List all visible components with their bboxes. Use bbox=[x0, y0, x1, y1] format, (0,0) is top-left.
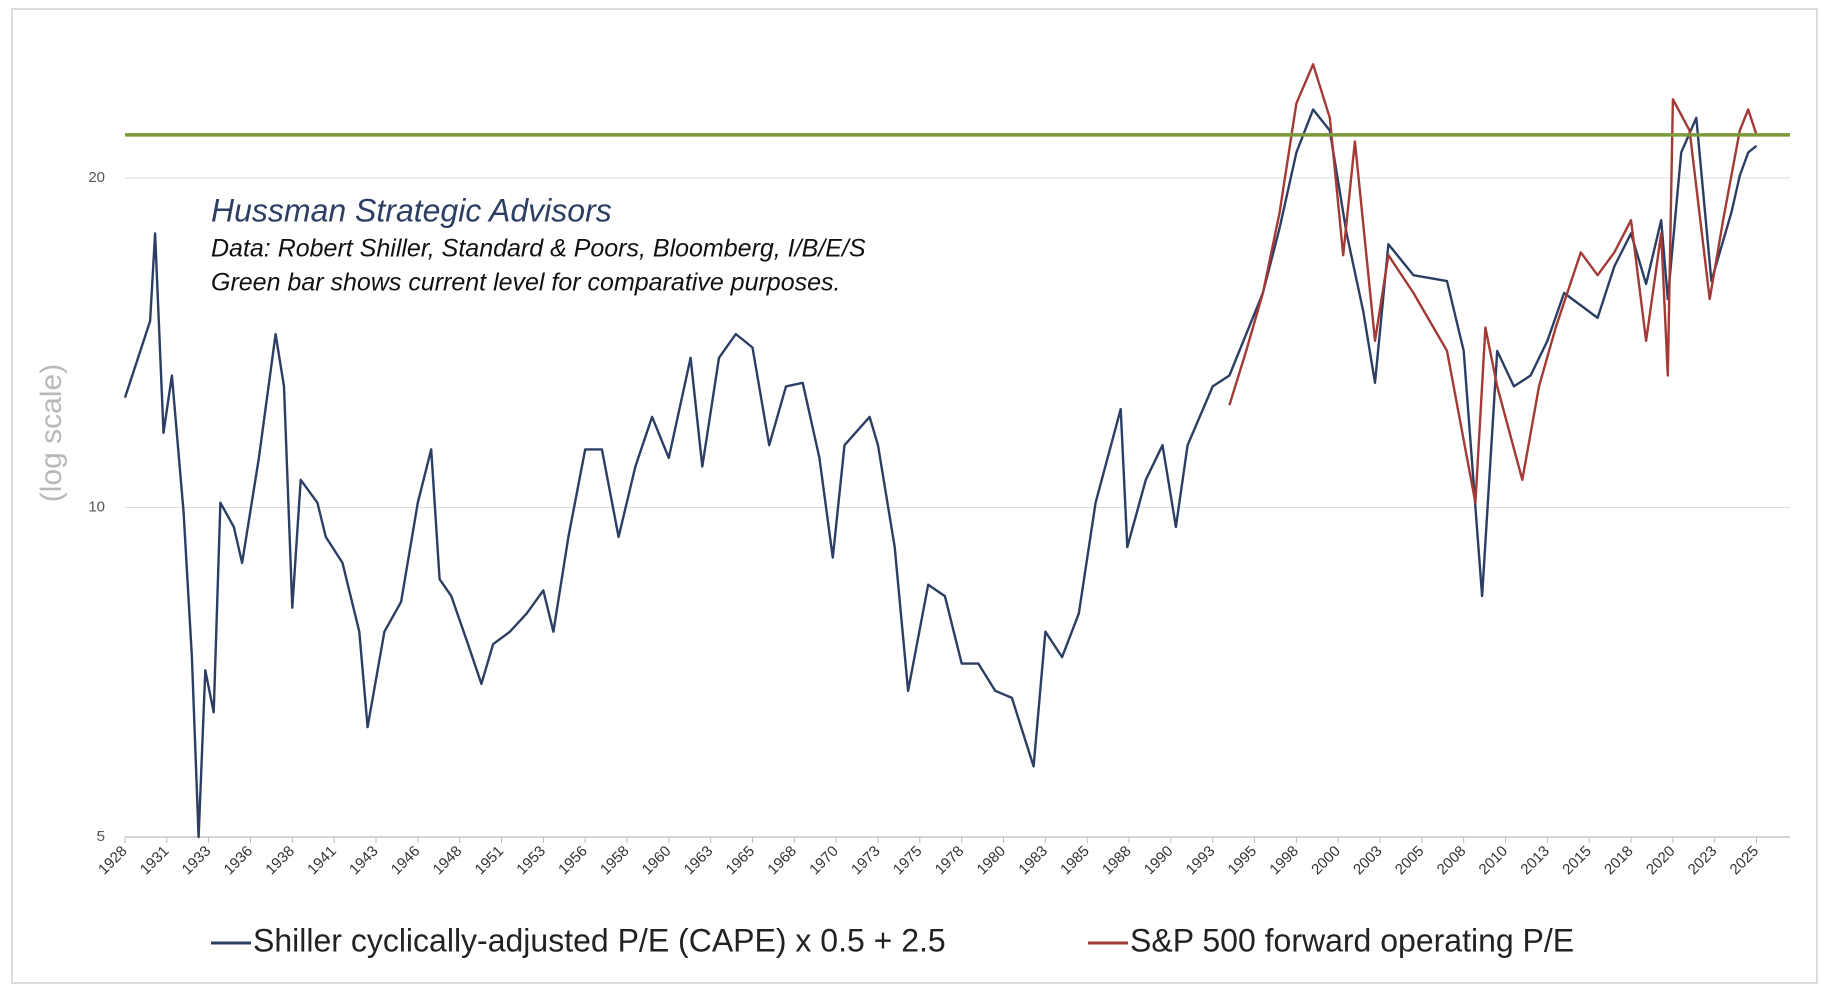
y-tick-label: 10 bbox=[88, 498, 105, 515]
legend-label: Shiller cyclically-adjusted P/E (CAPE) x… bbox=[253, 922, 946, 958]
annotation-line: Green bar shows current level for compar… bbox=[211, 269, 840, 297]
y-tick-label: 20 bbox=[88, 169, 105, 186]
legend-label: S&P 500 forward operating P/E bbox=[1130, 922, 1574, 958]
annotation-line: Data: Robert Shiller, Standard & Poors, … bbox=[211, 235, 866, 263]
y-tick-label: 5 bbox=[97, 828, 105, 845]
annotation-title: Hussman Strategic Advisors bbox=[211, 192, 612, 228]
series-line bbox=[123, 108, 1758, 839]
series-line bbox=[1228, 63, 1758, 504]
y-axis-label: (log scale) bbox=[35, 364, 68, 502]
